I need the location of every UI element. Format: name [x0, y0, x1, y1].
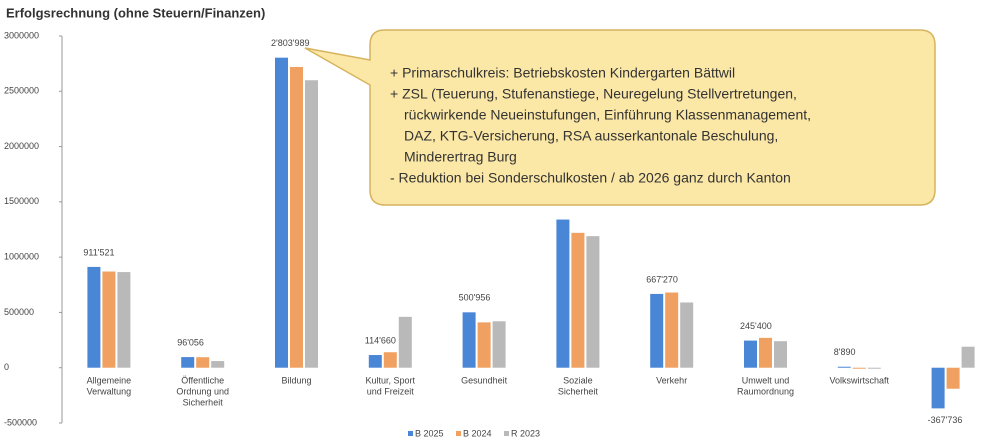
bar [181, 357, 195, 368]
bar [196, 357, 210, 368]
bar [398, 316, 412, 368]
bar [368, 355, 382, 368]
bar [305, 80, 318, 368]
data-label: 114'660 [365, 335, 396, 345]
annotation: rückwirkende Neueinstufungen, Einführung… [404, 107, 811, 123]
legend-label: B 2024 [463, 428, 492, 438]
bar [492, 321, 506, 368]
legend-swatch [504, 431, 509, 436]
annotation: Minderertrag Burg [404, 149, 517, 165]
data-label: 8'890 [834, 347, 856, 357]
x-tick-label: Allgemeine Verwaltung [87, 376, 132, 397]
y-tick-label: 0 [4, 362, 9, 372]
bar [852, 367, 866, 369]
x-tick-label: Bildung [281, 376, 311, 386]
legend-swatch [456, 431, 461, 436]
data-label: 2'803'989 [271, 38, 309, 48]
y-tick-label: 500000 [4, 307, 34, 317]
bar [650, 293, 664, 368]
bar [961, 346, 975, 368]
bar [275, 57, 288, 368]
bar [946, 367, 960, 389]
data-label: 96'056 [177, 337, 204, 347]
x-tick-label: Verkehr [656, 376, 687, 386]
data-label: -367'736 [928, 415, 963, 425]
y-tick-label: 1000000 [4, 252, 39, 262]
bar [680, 302, 694, 368]
y-tick-label: 1500000 [4, 196, 39, 206]
x-tick-label: Öffentliche Ordnung und Sicherheit [176, 376, 229, 408]
data-label: 245'400 [740, 321, 772, 331]
bar [290, 66, 303, 368]
bar [837, 366, 851, 368]
y-tick-label: 2000000 [4, 141, 39, 151]
bar [759, 337, 772, 368]
x-tick-label: Kultur, Sport und Freizeit [366, 376, 416, 397]
data-label: 500'956 [459, 293, 491, 303]
bar [211, 361, 225, 368]
bar [744, 340, 757, 368]
annotation: - Reduktion bei Sonderschulkosten / ab 2… [390, 170, 791, 186]
callout [304, 29, 936, 206]
annotation: DAZ, KTG-Versicherung, RSA ausserkantona… [404, 128, 778, 144]
legend-label: B 2025 [415, 428, 444, 438]
bar [586, 236, 600, 368]
y-tick-label: -500000 [4, 417, 37, 427]
annotation: + ZSL (Teuerung, Stufenanstiege, Neurege… [390, 86, 797, 102]
legend-swatch [408, 431, 413, 436]
y-tick-label: 3000000 [4, 30, 39, 40]
bar [774, 341, 787, 368]
bar [462, 312, 476, 368]
bar [102, 271, 116, 368]
bar [117, 272, 131, 368]
x-tick-label: Soziale Sicherheit [558, 376, 599, 397]
x-tick-label: Umwelt und Raumordnung [737, 376, 794, 397]
x-tick-label: Gesundheit [461, 376, 508, 386]
bar [477, 322, 491, 368]
data-label: 911'521 [83, 247, 114, 257]
legend-label: R 2023 [511, 428, 540, 438]
bar [571, 232, 585, 368]
bar [665, 292, 679, 368]
bar [383, 352, 397, 368]
x-tick-label: Volkswirtschaft [830, 376, 890, 386]
chart-title: Erfolgsrechnung (ohne Steuern/Finanzen) [6, 5, 265, 20]
bar [87, 266, 101, 368]
y-tick-label: 2500000 [4, 86, 39, 96]
annotation: + Primarschulkreis: Betriebskosten Kinde… [390, 65, 735, 81]
bar [931, 367, 945, 409]
bar [556, 219, 570, 368]
data-label: 667'270 [646, 274, 678, 284]
bar [867, 367, 881, 369]
